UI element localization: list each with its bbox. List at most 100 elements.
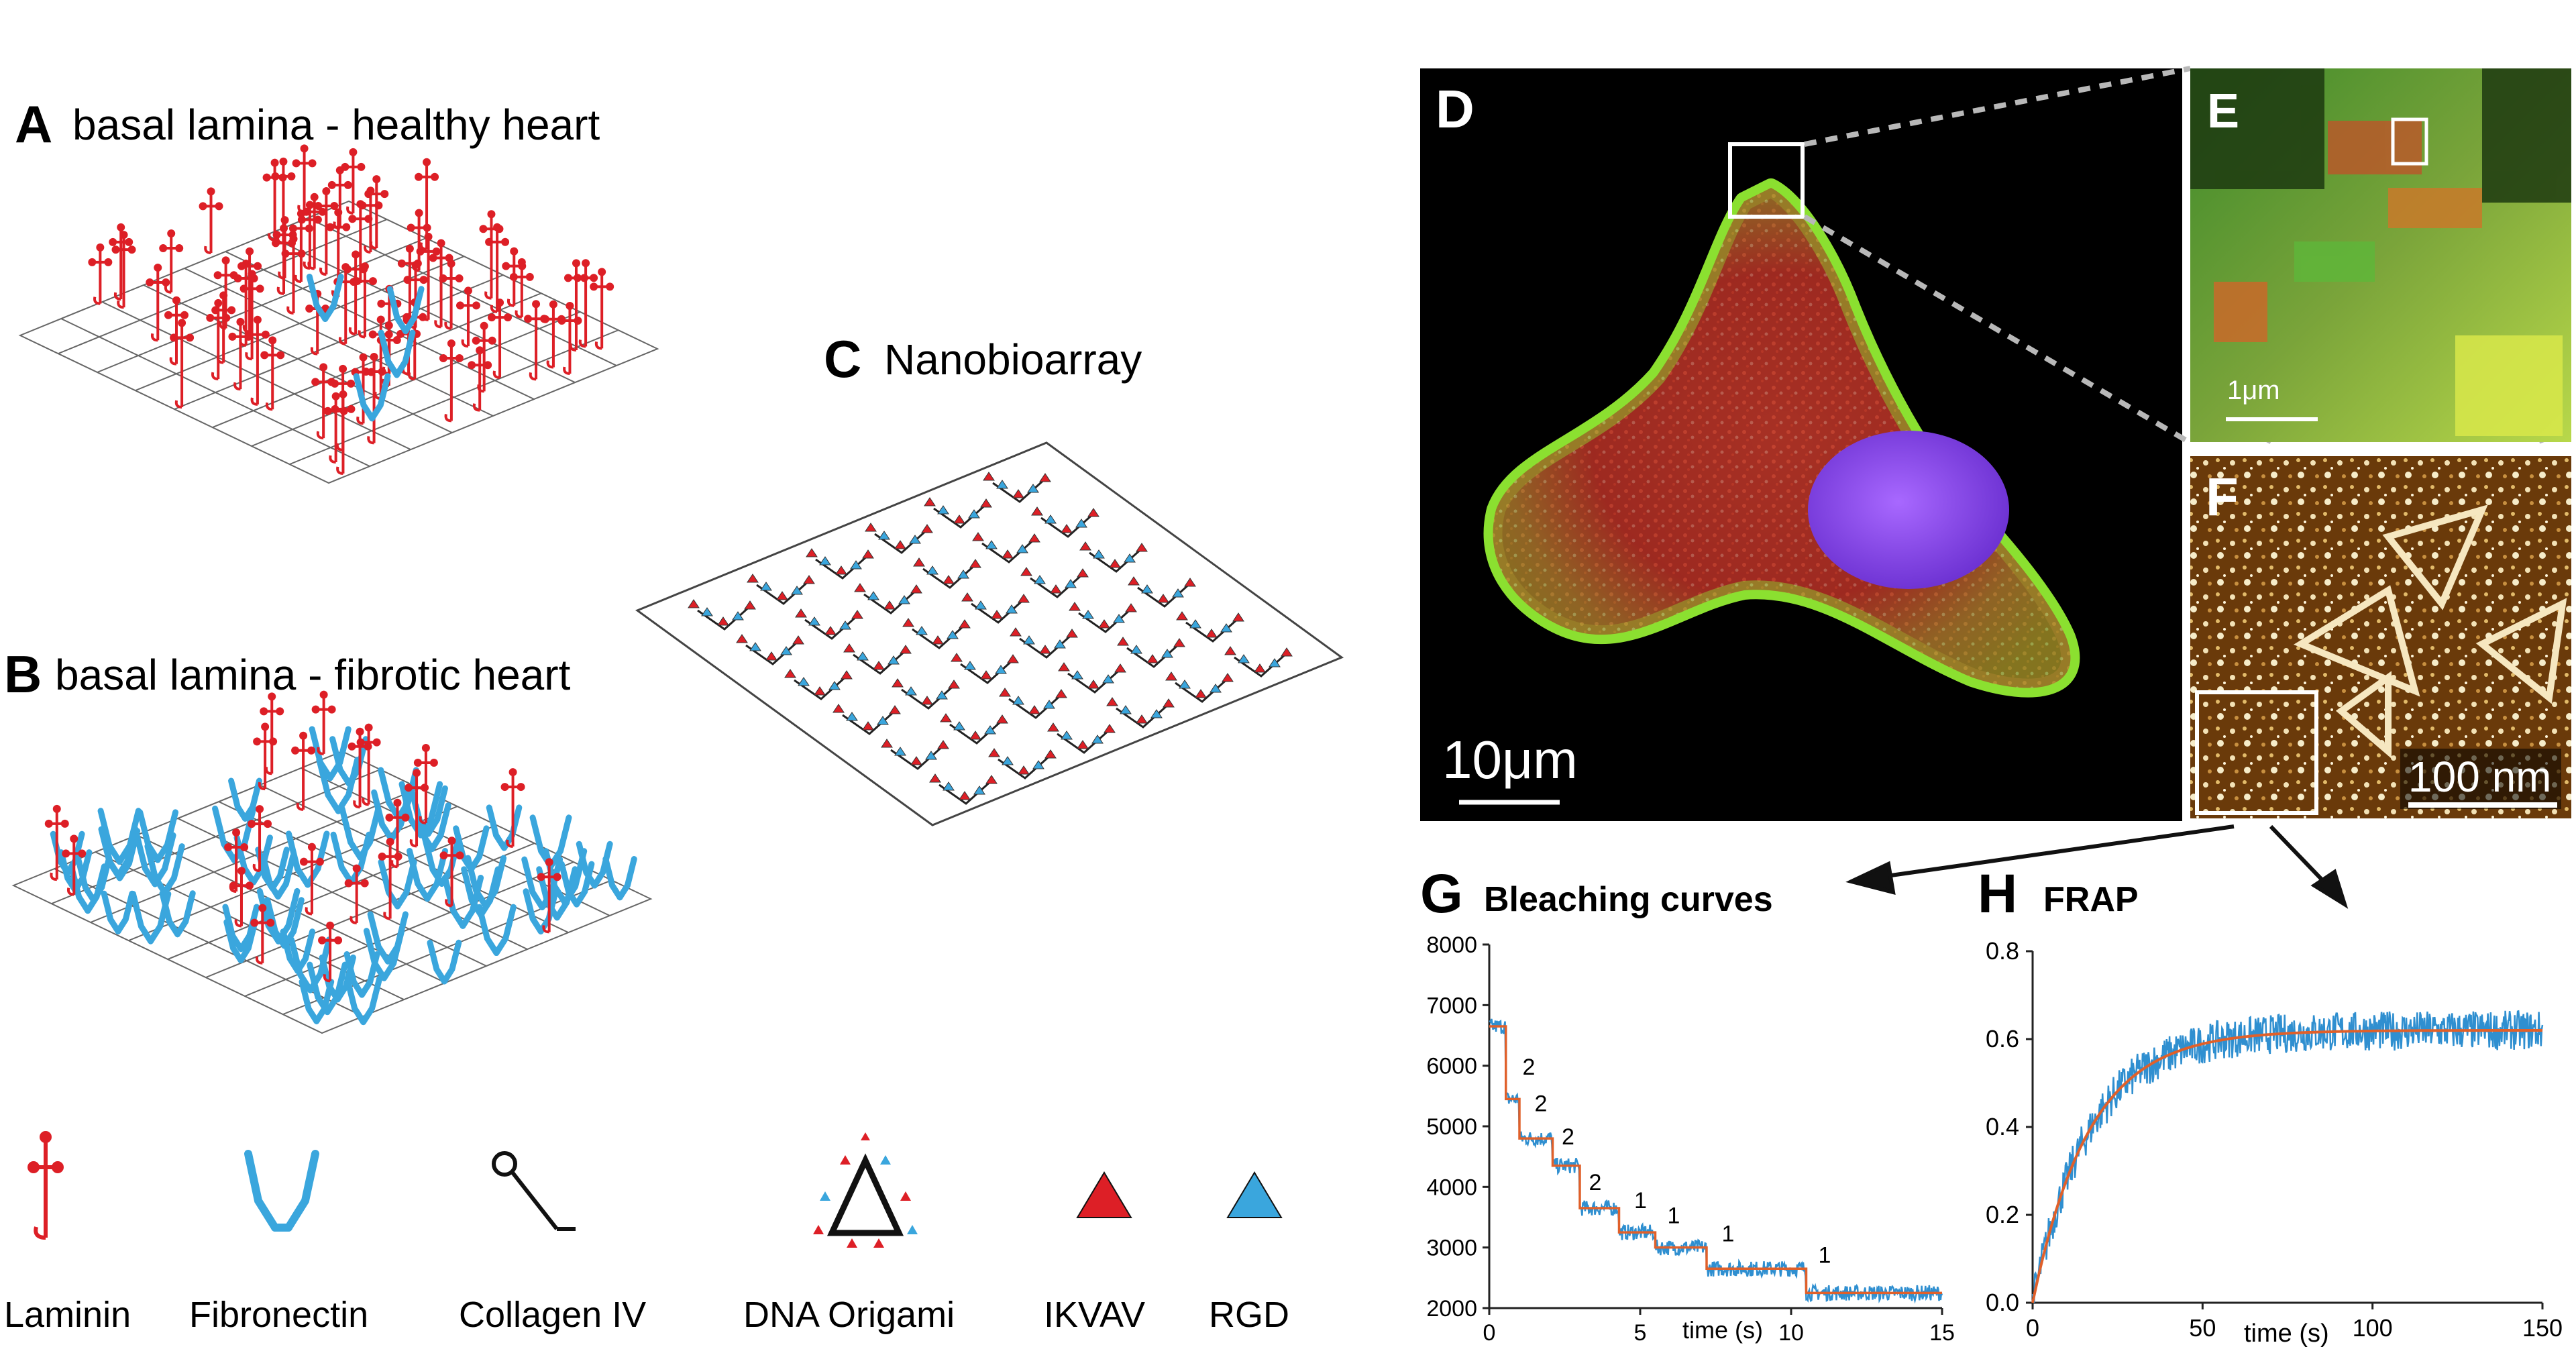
origami-peptide-mark	[1010, 627, 1022, 637]
laminin-molecule	[109, 223, 133, 301]
chart-h-ytick-label: 0.6	[1986, 1025, 2019, 1053]
panel-b-title: basal lamina - fibrotic heart	[55, 651, 571, 699]
fibronectin-molecule	[367, 911, 409, 965]
origami-peptide-mark	[1146, 654, 1159, 663]
scalebar-label-d: 10μm	[1442, 730, 1578, 790]
laminin-molecule	[327, 166, 352, 230]
panel-c: C Nanobioarray	[635, 329, 1344, 826]
chart-g-step-label: 2	[1535, 1091, 1548, 1116]
dna-origami-icon	[813, 1132, 918, 1248]
panel-letter-e: E	[2207, 85, 2239, 138]
origami-peptide-mark	[1220, 623, 1232, 633]
legend-label-laminin: Laminin	[4, 1295, 131, 1335]
origami-peptide-mark	[1087, 680, 1099, 689]
origami-peptide-mark	[1176, 611, 1188, 621]
fibronectin-molecule	[476, 904, 517, 957]
origami-peptide-mark	[1069, 602, 1081, 611]
legend: Laminin Fibronectin Collagen IV DNA Orig…	[4, 1131, 1289, 1335]
origami-peptide-mark	[1044, 515, 1057, 524]
laminin-molecule	[146, 264, 170, 342]
chart-h-xtick-label: 100	[2353, 1314, 2393, 1342]
origami-unit	[951, 653, 1019, 684]
fibronectin-molecule	[407, 847, 448, 902]
origami-peptide-mark	[1071, 670, 1083, 680]
origami-peptide-mark	[1104, 724, 1116, 733]
origami-unit	[999, 688, 1067, 719]
chart-g-title: Bleaching curves	[1484, 880, 1773, 919]
origami-peptide-mark	[900, 645, 912, 654]
origami-peptide-mark	[1050, 584, 1062, 594]
fibronectin-molecule	[228, 777, 262, 822]
panel-g: G Bleaching curves 2000 3000 4000 5000 6000 7…	[1420, 863, 1955, 1346]
fibronectin-molecule	[97, 808, 142, 865]
laminin-molecule	[413, 744, 438, 824]
origami-unit	[1224, 646, 1293, 678]
origami-peptide-mark	[1173, 638, 1185, 647]
origami-peptide-mark	[985, 540, 998, 549]
chart-g-ytick-label: 5000	[1426, 1114, 1477, 1140]
chart-h-trace	[2031, 1010, 2544, 1303]
laminin-molecule	[62, 834, 87, 896]
origami-peptide-mark	[744, 600, 756, 610]
laminin-molecule	[224, 828, 249, 893]
origami-peptide-mark	[996, 480, 1008, 489]
origami-peptide-mark	[953, 515, 965, 524]
origami-peptide-mark	[1130, 645, 1142, 654]
chart-g-step-label: 2	[1562, 1124, 1574, 1150]
scalebar-label-f: 100 nm	[2408, 753, 2551, 801]
panel-d: D 10μm	[1420, 68, 2182, 821]
origami-peptide-mark	[1232, 612, 1244, 622]
chart-h-ytick-label: 0.8	[1986, 937, 2019, 965]
origami-peptide-mark	[948, 680, 960, 689]
legend-label-ikvav: IKVAV	[1044, 1295, 1145, 1335]
origami-peptide-mark	[1018, 765, 1030, 775]
origami-unit	[1010, 627, 1078, 659]
origami-peptide-mark	[910, 756, 922, 765]
origami-peptide-mark	[1161, 649, 1173, 658]
origami-peptide-mark	[953, 721, 965, 731]
origami-peptide-mark	[995, 665, 1007, 674]
origami-unit	[1176, 611, 1244, 643]
laminin-molecule	[318, 921, 343, 983]
origami-peptide-mark	[905, 686, 917, 696]
origami-peptide-mark	[1028, 705, 1040, 714]
origami-peptide-mark	[943, 782, 955, 791]
laminin-molecule	[574, 259, 598, 348]
origami-unit	[1128, 576, 1196, 608]
origami-peptide-mark	[1034, 575, 1046, 584]
laminin-molecule	[260, 692, 284, 775]
collagen-icon	[492, 1151, 576, 1231]
origami-peptide-mark	[1087, 508, 1099, 517]
origami-peptide-mark	[1157, 594, 1169, 603]
laminin-molecule	[341, 148, 366, 215]
origami-unit	[1020, 567, 1089, 598]
origami-peptide-mark	[835, 565, 847, 575]
origami-peptide-mark	[1082, 610, 1094, 619]
fibronectin-molecule	[486, 804, 523, 851]
origami-peptide-mark	[972, 532, 984, 541]
fibronectin-molecule	[260, 853, 297, 900]
origami-peptide-mark	[959, 791, 971, 800]
origami-peptide-mark	[819, 556, 831, 565]
laminin-molecule	[590, 268, 614, 350]
origami-peptide-mark	[1012, 489, 1024, 498]
laminin-molecule	[485, 223, 510, 313]
origami-peptide-mark	[795, 608, 807, 618]
origami-peptide-mark	[862, 549, 874, 559]
origami-peptide-mark	[1136, 543, 1148, 552]
origami-peptide-mark	[881, 739, 893, 748]
origami-peptide-mark	[780, 646, 792, 655]
origami-peptide-mark	[851, 610, 863, 619]
origami-peptide-mark	[862, 721, 874, 731]
fibronectin-icon	[244, 1150, 319, 1232]
origami-peptide-mark	[1238, 654, 1250, 663]
origami-peptide-mark	[921, 524, 933, 533]
panel-c-title: Nanobioarray	[884, 335, 1142, 384]
origami-unit	[795, 608, 863, 640]
origami-peptide-mark	[1054, 639, 1066, 649]
origami-peptide-mark	[839, 621, 851, 630]
origami-peptide-mark	[883, 600, 896, 610]
origami-peptide-mark	[1093, 549, 1105, 559]
origami-peptide-mark	[947, 630, 959, 639]
